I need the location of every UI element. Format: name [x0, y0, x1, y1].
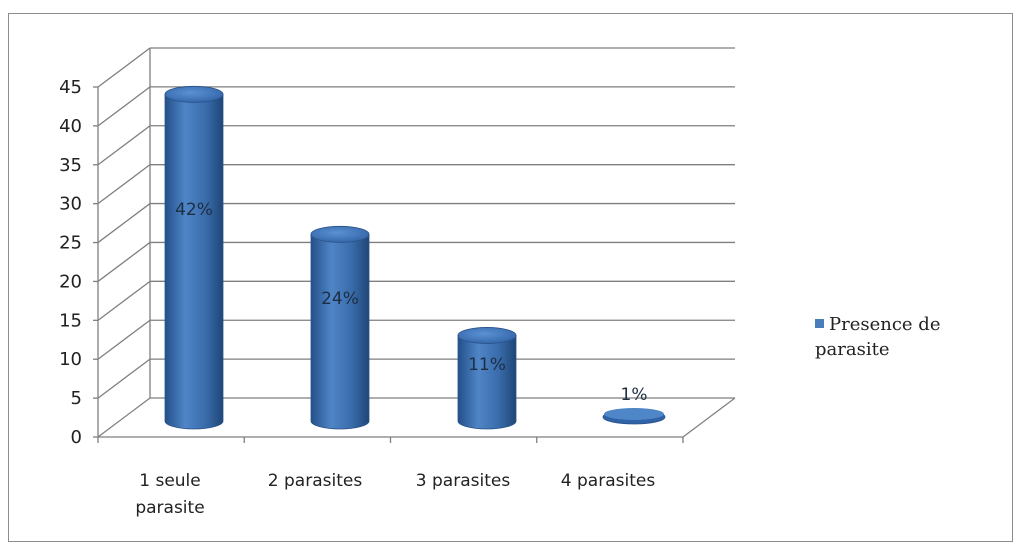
side-wall-line [97, 241, 151, 282]
x-tick-label: 4 parasites [561, 471, 656, 491]
side-wall-line [97, 164, 151, 205]
side-wall-line [97, 125, 151, 166]
y-tick-label: 25 [59, 233, 82, 254]
bar-top [164, 85, 224, 103]
side-wall-line [97, 397, 151, 438]
bar [310, 233, 370, 430]
y-tick-label: 35 [59, 155, 82, 176]
y-tick-label: 5 [71, 388, 82, 409]
data-label: 42% [175, 200, 213, 220]
data-label: 11% [468, 355, 506, 375]
bar [457, 335, 517, 430]
data-label: 24% [321, 289, 359, 309]
y-tick-label: 10 [59, 349, 82, 370]
bar-top [604, 408, 664, 420]
y-tick-label: 45 [59, 77, 82, 98]
x-tick-label: 2 parasites [268, 471, 363, 491]
x-tick-label: 3 parasites [416, 471, 511, 491]
legend-swatch [815, 319, 824, 328]
side-wall-line [97, 203, 151, 244]
y-tick-label: 20 [59, 271, 82, 292]
side-wall-line [97, 280, 151, 321]
legend-label: Presence de parasite [815, 314, 941, 360]
y-tick-label: 40 [59, 116, 82, 137]
bar-top [310, 225, 370, 243]
legend: Presence de parasite [815, 312, 995, 362]
bar [164, 93, 224, 430]
floor-right-edge [682, 397, 736, 438]
y-tick-label: 15 [59, 310, 82, 331]
side-wall-line [97, 47, 151, 88]
y-tick-label: 30 [59, 194, 82, 215]
bar-top [457, 327, 517, 344]
x-tick-label: 1 seule parasite [135, 471, 204, 518]
side-wall-line [97, 358, 151, 399]
data-label: 1% [621, 385, 648, 405]
y-tick-label: 0 [71, 427, 82, 448]
side-wall-line [97, 86, 151, 127]
side-wall-line [97, 319, 151, 360]
